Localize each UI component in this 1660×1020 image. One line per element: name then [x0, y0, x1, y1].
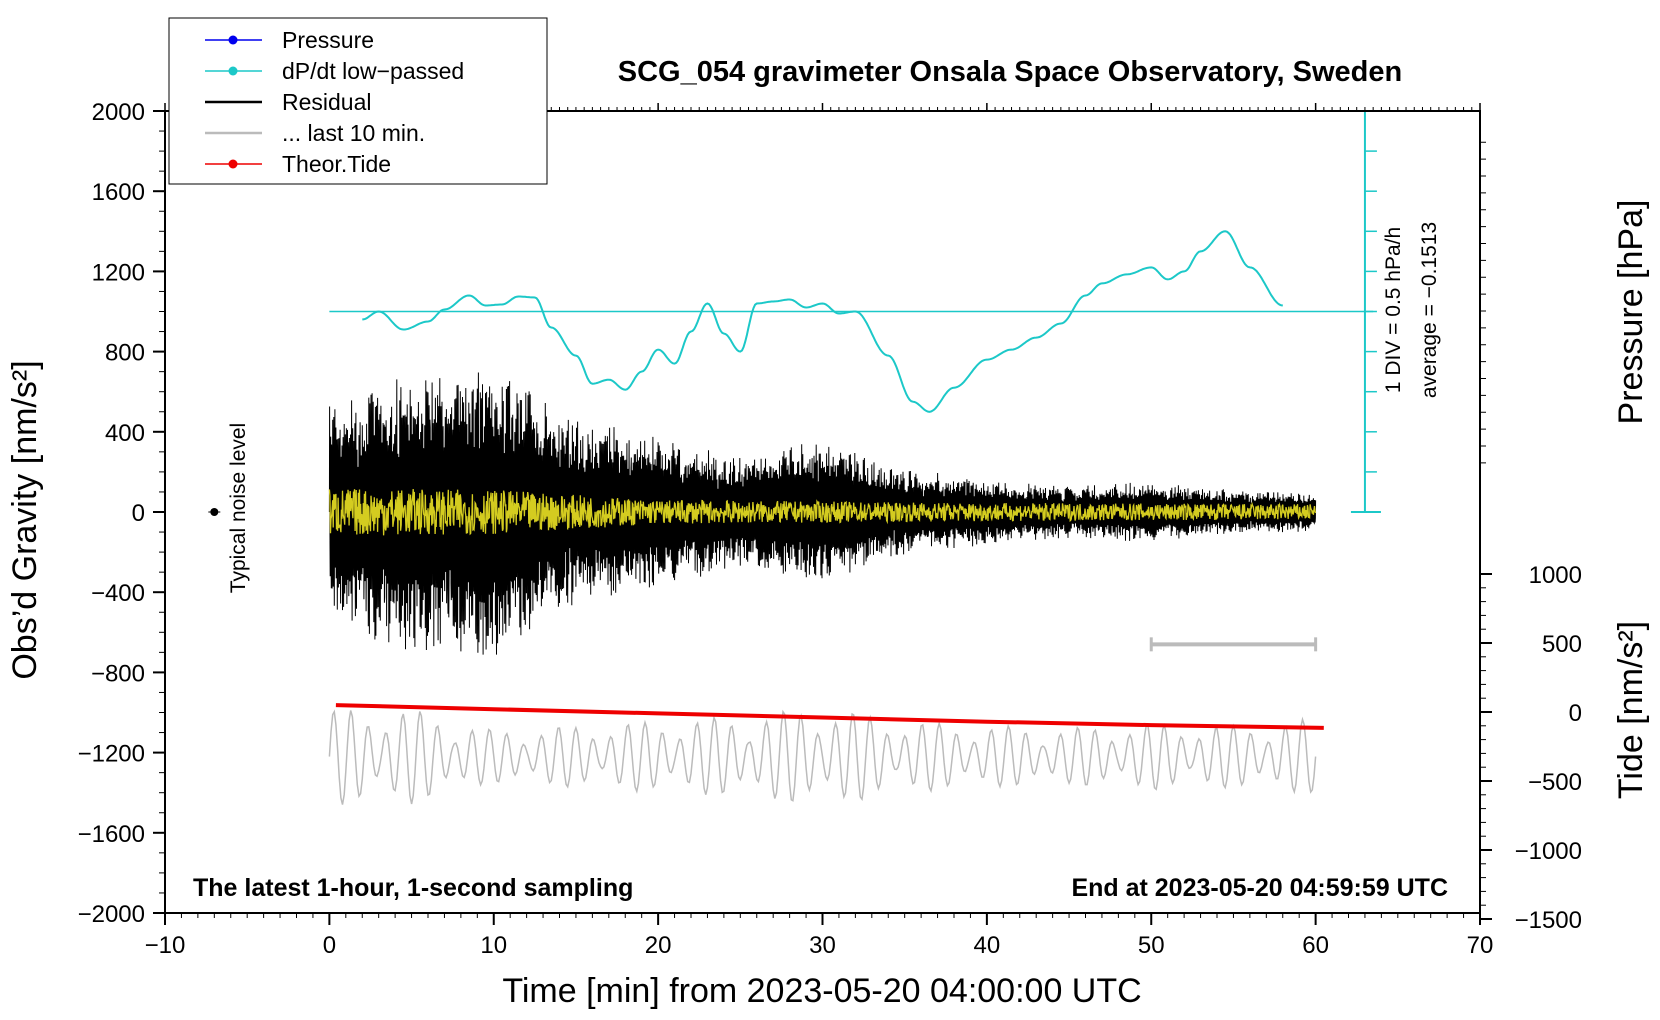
- legend-label: ... last 10 min.: [282, 120, 425, 146]
- y-tick-label-left: 0: [132, 500, 145, 527]
- y-tick-label-left: 800: [105, 340, 145, 367]
- x-tick-label: 70: [1467, 932, 1494, 959]
- tide-tick-label: −500: [1528, 769, 1582, 796]
- tide-tick-label: 1000: [1529, 562, 1582, 589]
- legend-label: Residual: [282, 89, 372, 115]
- bottom-right-note: End at 2023-05-20 04:59:59 UTC: [1071, 874, 1448, 902]
- y-tick-label-left: −1200: [78, 741, 145, 768]
- data-series-layer: [208, 110, 1381, 805]
- residual-fast-line: [328, 488, 1317, 536]
- y-axis-label-tide: Tide [nm/s²]: [1612, 621, 1650, 799]
- legend-label: Theor.Tide: [282, 151, 391, 177]
- x-tick-label: 50: [1138, 932, 1165, 959]
- x-tick-label: 40: [974, 932, 1001, 959]
- tide-tick-label: −1000: [1515, 838, 1582, 865]
- tide-line: [335, 703, 1324, 730]
- tide-tick-label: −1500: [1515, 907, 1582, 934]
- y-tick-label-left: −400: [91, 580, 145, 607]
- dpdt-average-note: average = −0.1513: [1418, 222, 1441, 398]
- bottom-left-note: The latest 1-hour, 1-second sampling: [193, 874, 633, 902]
- y-axis-label-pressure: Pressure [hPa]: [1612, 200, 1650, 425]
- noise-level-label: Typical noise level: [227, 423, 250, 593]
- last-10min-line: [328, 709, 1317, 805]
- y-tick-label-left: 400: [105, 420, 145, 447]
- y-tick-label-left: 2000: [92, 99, 145, 126]
- tide-tick-label: 0: [1569, 700, 1582, 727]
- residual-line: [328, 372, 1317, 655]
- legend-label: Pressure: [282, 27, 374, 53]
- x-axis-label: Time [min] from 2023-05-20 04:00:00 UTC: [502, 972, 1141, 1010]
- legend-marker: [228, 35, 238, 45]
- y-tick-label-left: −800: [91, 660, 145, 687]
- noise-level-point: [210, 508, 219, 516]
- x-tick-label: −10: [145, 932, 186, 959]
- legend-marker: [228, 159, 238, 169]
- x-tick-label: 10: [480, 932, 507, 959]
- dpdt-line: [362, 230, 1283, 413]
- x-tick-label: 0: [323, 932, 336, 959]
- y-tick-label-left: −2000: [78, 901, 145, 928]
- legend-label: dP/dt low−passed: [282, 58, 464, 84]
- x-tick-label: 30: [809, 932, 836, 959]
- y-axis-label-left: Obs’d Gravity [nm/s²]: [6, 360, 44, 679]
- dpdt-scale-note: 1 DIV = 0.5 hPa/h: [1382, 227, 1405, 393]
- y-tick-label-left: −1600: [78, 821, 145, 848]
- axes-layer: −10 0 10 20 30 40 50 60 70 2000 1600 1200 800 400 0 −40…: [78, 99, 1582, 959]
- chart-title: SCG_054 gravimeter Onsala Space Observat…: [618, 56, 1402, 88]
- x-tick-label: 20: [645, 932, 672, 959]
- y-tick-label-left: 1600: [92, 179, 145, 206]
- legend-marker: [228, 66, 238, 76]
- legend: Pressure dP/dt low−passed Residual ... last…: [168, 17, 548, 185]
- tide-tick-label: 500: [1542, 631, 1582, 658]
- x-tick-label: 60: [1302, 932, 1329, 959]
- y-tick-label-left: 1200: [92, 259, 145, 286]
